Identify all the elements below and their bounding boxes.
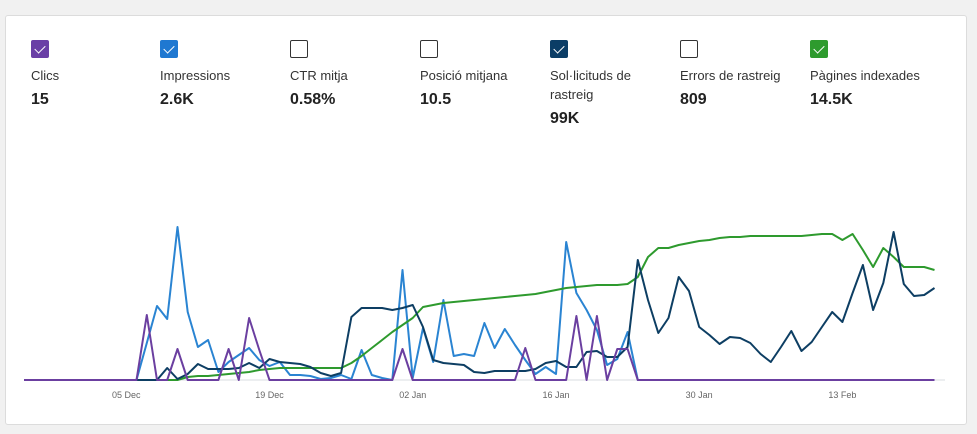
metric-label: Posició mitjana (420, 68, 508, 83)
metric-value: 15 (31, 91, 49, 108)
series-line-impressions (24, 226, 935, 381)
metric-value: 10.5 (420, 91, 452, 108)
metric-value: 0.58% (290, 91, 336, 108)
metric-label: Pàgines indexades (810, 68, 920, 83)
x-tick-label: 13 Feb (828, 390, 856, 400)
metric-label: Sol·licituds de rastreig (550, 68, 631, 102)
x-tick-label: 19 Dec (255, 390, 284, 400)
series-line-indexed-pages (24, 233, 935, 381)
metric-label: Impressions (160, 68, 231, 83)
series-line-clics (24, 314, 935, 381)
metric-checkbox[interactable] (420, 40, 438, 58)
metric-checkbox[interactable] (31, 40, 49, 58)
metric-value: 809 (680, 91, 707, 108)
metric-checkbox[interactable] (290, 40, 308, 58)
metric-tile[interactable]: Errors de rastreig 809 (680, 40, 805, 109)
metric-value: 99K (550, 110, 580, 127)
metric-tile[interactable]: Clics 15 (31, 40, 156, 109)
metric-label: CTR mitja (290, 68, 348, 83)
metric-checkbox[interactable] (550, 40, 568, 58)
metric-value: 2.6K (160, 91, 194, 108)
metric-label: Clics (31, 68, 60, 83)
x-tick-label: 02 Jan (399, 390, 426, 400)
metric-checkbox[interactable] (680, 40, 698, 58)
metric-label: Errors de rastreig (680, 68, 781, 83)
x-tick-label: 30 Jan (686, 390, 713, 400)
metric-value: 14.5K (810, 91, 853, 108)
metric-checkbox[interactable] (160, 40, 178, 58)
metric-tile[interactable]: CTR mitja 0.58% (290, 40, 415, 109)
x-tick-label: 05 Dec (112, 390, 141, 400)
x-tick-label: 16 Jan (542, 390, 569, 400)
metric-checkbox[interactable] (810, 40, 828, 58)
performance-card (5, 15, 967, 425)
metric-tile[interactable]: Sol·licituds de rastreig 99K (550, 40, 675, 128)
series-line-crawl-requests (24, 231, 936, 381)
metric-tile[interactable]: Pàgines indexades 14.5K (810, 40, 935, 109)
metric-tile[interactable]: Impressions 2.6K (160, 40, 285, 109)
metric-tile[interactable]: Posició mitjana 10.5 (420, 40, 545, 109)
